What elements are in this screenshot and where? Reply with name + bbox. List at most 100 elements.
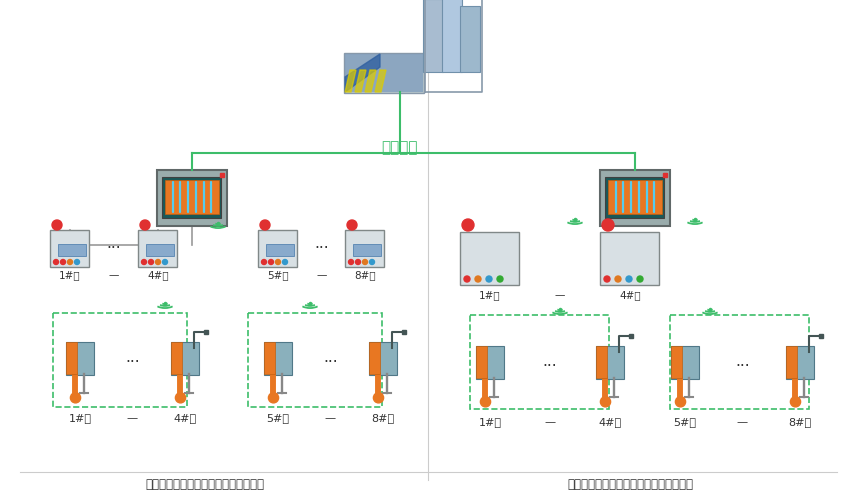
Text: —: — [544,417,555,427]
Text: —: — [316,270,327,280]
FancyBboxPatch shape [264,341,292,375]
FancyBboxPatch shape [423,0,443,72]
FancyBboxPatch shape [353,244,381,256]
FancyBboxPatch shape [344,53,424,93]
Text: ···: ··· [323,355,338,370]
Circle shape [140,220,150,230]
Circle shape [261,259,267,264]
FancyBboxPatch shape [786,346,797,378]
FancyBboxPatch shape [606,176,664,218]
Circle shape [497,276,503,282]
Polygon shape [345,54,423,92]
FancyBboxPatch shape [66,341,94,375]
Text: 8#仓: 8#仓 [788,417,812,427]
FancyBboxPatch shape [264,342,275,374]
Circle shape [604,276,610,282]
Polygon shape [345,70,356,92]
FancyBboxPatch shape [460,6,480,72]
Text: 4#仓: 4#仓 [173,413,196,423]
Circle shape [347,220,357,230]
Polygon shape [355,70,366,92]
FancyBboxPatch shape [786,345,814,379]
Text: ···: ··· [542,359,557,375]
Text: 4#仓: 4#仓 [620,290,641,300]
FancyBboxPatch shape [460,232,519,284]
Text: ···: ··· [735,359,750,375]
Circle shape [602,219,614,231]
Text: 第二种方案（含仓底集中报警箱）拓扑图: 第二种方案（含仓底集中报警箱）拓扑图 [567,479,693,492]
FancyBboxPatch shape [671,346,682,378]
Circle shape [283,259,287,264]
Circle shape [176,393,186,403]
Circle shape [163,259,167,264]
Circle shape [475,276,481,282]
FancyBboxPatch shape [596,345,624,379]
Text: 1#仓: 1#仓 [478,417,501,427]
Text: 5#仓: 5#仓 [267,413,290,423]
FancyBboxPatch shape [165,180,219,214]
Circle shape [53,259,58,264]
Circle shape [615,276,621,282]
Circle shape [363,259,368,264]
Text: 8#仓: 8#仓 [371,413,394,423]
FancyBboxPatch shape [51,230,89,266]
FancyBboxPatch shape [600,170,670,226]
FancyBboxPatch shape [442,0,462,72]
FancyBboxPatch shape [58,244,86,256]
Circle shape [268,393,279,403]
Text: —: — [127,413,138,423]
Circle shape [68,259,73,264]
FancyBboxPatch shape [369,342,380,374]
Circle shape [268,259,273,264]
Text: ···: ··· [125,355,140,370]
Text: 1#仓: 1#仓 [59,270,81,280]
Circle shape [148,259,153,264]
FancyBboxPatch shape [608,180,662,214]
Circle shape [349,259,353,264]
Circle shape [637,276,643,282]
Circle shape [75,259,80,264]
Polygon shape [375,70,386,92]
Circle shape [464,276,470,282]
FancyBboxPatch shape [139,230,177,266]
FancyBboxPatch shape [476,345,504,379]
Circle shape [675,397,686,407]
Text: 8#仓: 8#仓 [354,270,376,280]
FancyBboxPatch shape [476,346,487,378]
Text: —: — [554,290,565,300]
Polygon shape [345,54,380,92]
FancyBboxPatch shape [671,345,699,379]
FancyBboxPatch shape [171,342,182,374]
Text: —: — [325,413,336,423]
FancyBboxPatch shape [596,346,607,378]
FancyBboxPatch shape [171,341,199,375]
Text: —: — [109,270,119,280]
Text: 5#仓: 5#仓 [267,270,289,280]
Circle shape [626,276,632,282]
Circle shape [356,259,361,264]
Polygon shape [365,70,376,92]
FancyBboxPatch shape [163,176,221,218]
Circle shape [369,259,375,264]
Text: 4#仓: 4#仓 [147,270,169,280]
Circle shape [481,397,490,407]
Text: 1#仓: 1#仓 [479,290,500,300]
Circle shape [462,219,474,231]
FancyBboxPatch shape [259,230,297,266]
Circle shape [141,259,147,264]
FancyBboxPatch shape [266,244,294,256]
FancyBboxPatch shape [369,341,397,375]
Circle shape [601,397,610,407]
Circle shape [275,259,280,264]
Circle shape [70,393,81,403]
Circle shape [155,259,160,264]
Text: 1#仓: 1#仓 [69,413,92,423]
FancyBboxPatch shape [345,230,385,266]
Text: 4#仓: 4#仓 [598,417,621,427]
Circle shape [790,397,800,407]
Circle shape [52,220,62,230]
FancyBboxPatch shape [601,232,660,284]
FancyBboxPatch shape [146,244,174,256]
Text: ···: ··· [315,241,329,255]
FancyBboxPatch shape [157,170,227,226]
